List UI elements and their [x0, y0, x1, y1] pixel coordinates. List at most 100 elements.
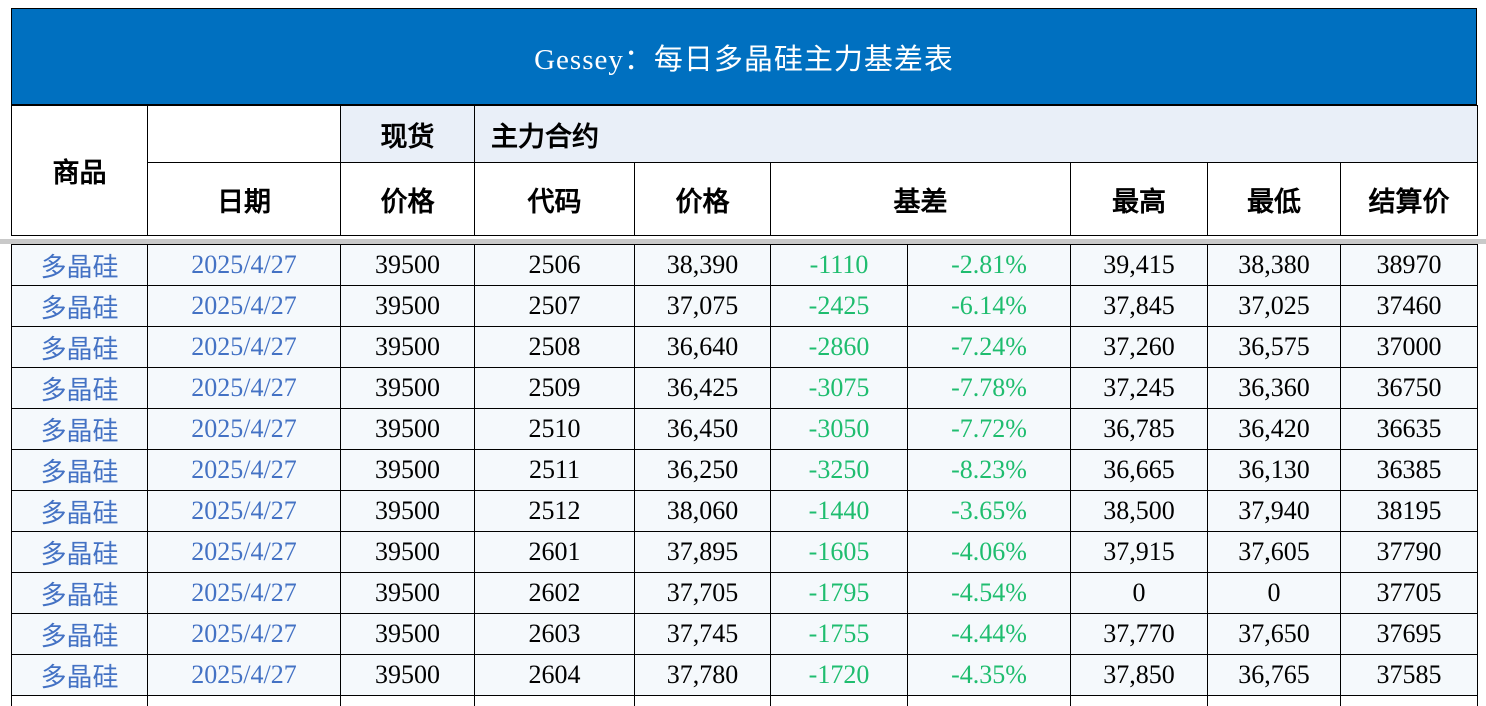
cell-price: 36,425: [634, 367, 771, 409]
table-row: 多晶硅 2025/4/27 39500 2506 38,390 -1110 -2.81% 39…: [11, 244, 1478, 286]
cell-high: 37,245: [1070, 367, 1208, 409]
cell-basis: -1605: [770, 531, 908, 573]
cell-high: 37,770: [1070, 613, 1208, 655]
cell-empty: [11, 695, 148, 706]
cell-price: 37,745: [634, 613, 771, 655]
header-main-contract-group: 主力合约: [473, 105, 1479, 163]
cell-settlement: 38970: [1340, 244, 1478, 286]
cell-basis-pct: -7.72%: [907, 408, 1071, 450]
cell-spot-price: 39500: [340, 572, 475, 614]
cell-empty: [340, 695, 475, 706]
cell-code: 2510: [474, 408, 635, 450]
separator-line: [0, 239, 1486, 244]
cell-price: 36,450: [634, 408, 771, 450]
cell-commodity: 多晶硅: [11, 572, 148, 614]
cell-date: 2025/4/27: [147, 244, 341, 286]
cell-price: 36,250: [634, 449, 771, 491]
cell-basis: -2425: [770, 285, 908, 327]
cell-date: 2025/4/27: [147, 490, 341, 532]
cell-high: 38,500: [1070, 490, 1208, 532]
cell-high: 0: [1070, 572, 1208, 614]
cell-empty: [907, 695, 1071, 706]
cell-settlement: 37585: [1340, 654, 1478, 696]
cell-basis: -1110: [770, 244, 908, 286]
cell-code: 2603: [474, 613, 635, 655]
cell-date: 2025/4/27: [147, 285, 341, 327]
table-title-bar: Gessey：每日多晶硅主力基差表: [11, 8, 1477, 105]
cell-settlement: 36750: [1340, 367, 1478, 409]
table-row: 多晶硅 2025/4/27 39500 2602 37,705 -1795 -4.54% 0 0…: [11, 572, 1478, 614]
header-spot-group: 现货: [340, 105, 475, 163]
table-row-clipped: [11, 695, 1478, 706]
header-spot-price: 价格: [340, 162, 475, 236]
cell-basis: -1720: [770, 654, 908, 696]
cell-high: 36,785: [1070, 408, 1208, 450]
table-row: 多晶硅 2025/4/27 39500 2604 37,780 -1720 -4.35% 37…: [11, 654, 1478, 696]
cell-low: 37,940: [1207, 490, 1341, 532]
cell-settlement: 37790: [1340, 531, 1478, 573]
cell-spot-price: 39500: [340, 654, 475, 696]
cell-high: 36,665: [1070, 449, 1208, 491]
table-row: 多晶硅 2025/4/27 39500 2509 36,425 -3075 -7.78% 37…: [11, 367, 1478, 409]
cell-commodity: 多晶硅: [11, 613, 148, 655]
cell-code: 2602: [474, 572, 635, 614]
cell-basis: -3050: [770, 408, 908, 450]
cell-price: 36,640: [634, 326, 771, 368]
cell-low: 37,025: [1207, 285, 1341, 327]
cell-low: 37,605: [1207, 531, 1341, 573]
cell-high: 37,845: [1070, 285, 1208, 327]
cell-low: 36,130: [1207, 449, 1341, 491]
cell-spot-price: 39500: [340, 490, 475, 532]
cell-empty: [147, 695, 341, 706]
cell-commodity: 多晶硅: [11, 654, 148, 696]
header-body-gap: [11, 236, 1477, 239]
cell-spot-price: 39500: [340, 285, 475, 327]
cell-basis: -1440: [770, 490, 908, 532]
cell-settlement: 37705: [1340, 572, 1478, 614]
cell-settlement: 37460: [1340, 285, 1478, 327]
header-code: 代码: [474, 162, 635, 236]
header-settlement: 结算价: [1339, 162, 1479, 236]
cell-commodity: 多晶硅: [11, 244, 148, 286]
cell-spot-price: 39500: [340, 408, 475, 450]
cell-price: 37,780: [634, 654, 771, 696]
cell-basis: -2860: [770, 326, 908, 368]
cell-basis-pct: -4.35%: [907, 654, 1071, 696]
cell-date: 2025/4/27: [147, 367, 341, 409]
cell-basis-pct: -2.81%: [907, 244, 1071, 286]
cell-settlement: 36385: [1340, 449, 1478, 491]
cell-empty: [770, 695, 908, 706]
table-row: 多晶硅 2025/4/27 39500 2510 36,450 -3050 -7.72% 36…: [11, 408, 1478, 450]
cell-code: 2508: [474, 326, 635, 368]
cell-spot-price: 39500: [340, 531, 475, 573]
cell-date: 2025/4/27: [147, 613, 341, 655]
cell-commodity: 多晶硅: [11, 408, 148, 450]
cell-price: 37,895: [634, 531, 771, 573]
cell-code: 2507: [474, 285, 635, 327]
cell-code: 2601: [474, 531, 635, 573]
cell-basis: -3075: [770, 367, 908, 409]
cell-low: 36,575: [1207, 326, 1341, 368]
cell-commodity: 多晶硅: [11, 449, 148, 491]
basis-table: Gessey：每日多晶硅主力基差表 商品 现货 主力合约 日期 价格 代码 价格…: [0, 8, 1486, 706]
cell-date: 2025/4/27: [147, 326, 341, 368]
cell-commodity: 多晶硅: [11, 531, 148, 573]
table-row: 多晶硅 2025/4/27 39500 2507 37,075 -2425 -6.14% 37…: [11, 285, 1478, 327]
cell-code: 2509: [474, 367, 635, 409]
cell-date: 2025/4/27: [147, 408, 341, 450]
cell-low: 38,380: [1207, 244, 1341, 286]
table-row: 多晶硅 2025/4/27 39500 2512 38,060 -1440 -3.65% 38…: [11, 490, 1478, 532]
cell-spot-price: 39500: [340, 367, 475, 409]
cell-basis-pct: -4.06%: [907, 531, 1071, 573]
cell-settlement: 38195: [1340, 490, 1478, 532]
cell-high: 37,915: [1070, 531, 1208, 573]
cell-settlement: 37000: [1340, 326, 1478, 368]
cell-basis-pct: -7.24%: [907, 326, 1071, 368]
cell-empty: [1340, 695, 1478, 706]
cell-high: 39,415: [1070, 244, 1208, 286]
cell-basis-pct: -4.54%: [907, 572, 1071, 614]
cell-empty: [1070, 695, 1208, 706]
cell-price: 38,060: [634, 490, 771, 532]
table-row: 多晶硅 2025/4/27 39500 2603 37,745 -1755 -4.44% 37…: [11, 613, 1478, 655]
cell-basis: -3250: [770, 449, 908, 491]
